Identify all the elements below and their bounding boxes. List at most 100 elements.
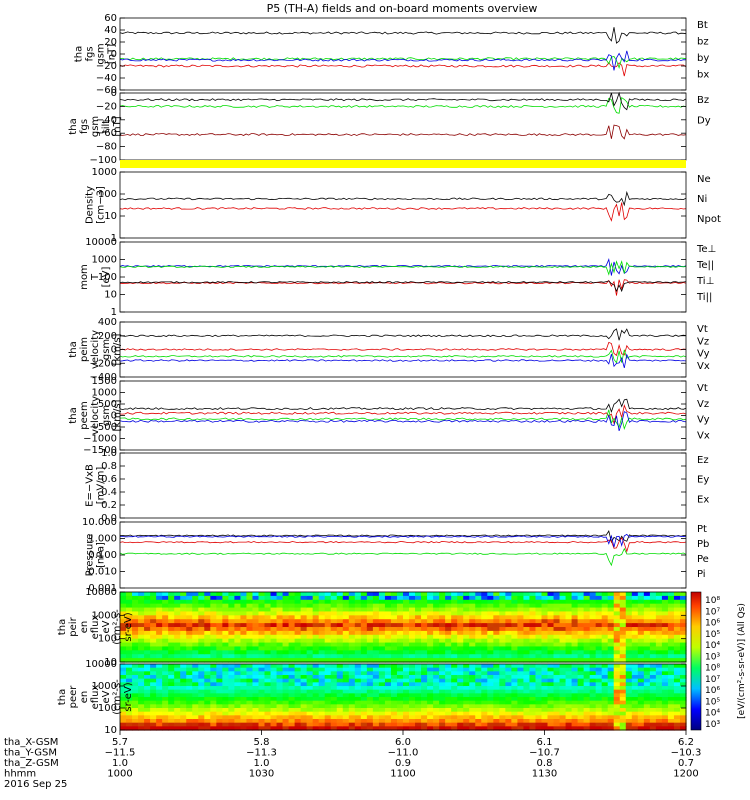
- heatmap-cell: [126, 671, 133, 676]
- heatmap-cell: [667, 634, 675, 640]
- heatmap-cell: [156, 697, 163, 702]
- heatmap-cell: [403, 697, 410, 702]
- heatmap-cell: [324, 726, 332, 731]
- heatmap-cell: [390, 611, 398, 616]
- heatmap-cell: [270, 715, 278, 720]
- panel-frame: [119, 521, 687, 589]
- heatmap-cell: [210, 654, 217, 659]
- heatmap-cell: [577, 646, 585, 651]
- heatmap-cell: [451, 623, 458, 628]
- heatmap-cell: [535, 722, 543, 727]
- y-tick-label: 1000: [92, 167, 117, 178]
- heatmap-cell: [589, 642, 597, 648]
- heatmap-cell: [667, 697, 675, 702]
- heatmap-cell: [336, 704, 344, 709]
- heatmap-cell: [150, 693, 157, 698]
- heatmap-cell: [252, 715, 260, 720]
- heatmap-cell: [264, 664, 272, 669]
- heatmap-cell: [469, 671, 476, 676]
- heatmap-cell: [240, 611, 248, 616]
- heatmap-cell: [475, 667, 482, 672]
- heatmap-cell: [252, 638, 260, 644]
- heatmap-cell: [637, 686, 645, 691]
- heatmap-cell: [132, 619, 139, 624]
- heatmap-cell: [565, 664, 573, 669]
- heatmap-cell: [403, 675, 410, 680]
- y-tick-label: −20: [96, 61, 117, 72]
- heatmap-cell: [144, 708, 151, 713]
- heatmap-cell: [643, 592, 651, 597]
- heatmap-cell: [625, 722, 633, 727]
- heatmap-cell: [415, 630, 422, 636]
- heatmap-cell: [541, 715, 549, 720]
- heatmap-cell: [451, 711, 458, 716]
- heatmap-cell: [403, 638, 410, 644]
- heatmap-cell: [475, 592, 482, 597]
- heatmap-cell: [559, 722, 567, 727]
- heatmap-cell: [403, 686, 410, 691]
- legend-vy: Vy: [697, 415, 710, 426]
- heatmap-cell: [487, 704, 494, 709]
- heatmap-cell: [679, 715, 687, 720]
- heatmap-cell: [559, 697, 567, 702]
- heatmap-cell: [601, 646, 609, 651]
- heatmap-cell: [667, 646, 675, 651]
- heatmap-cell: [511, 693, 518, 698]
- heatmap-cell: [396, 664, 404, 669]
- heatmap-cell: [445, 726, 452, 731]
- y-tick-label: −60: [96, 128, 117, 139]
- legend-bz: bz: [697, 37, 709, 48]
- heatmap-cell: [162, 607, 169, 613]
- heatmap-cell: [505, 697, 512, 702]
- heatmap-cell: [294, 615, 302, 620]
- heatmap-cell: [198, 708, 205, 713]
- heatmap-cell: [150, 671, 157, 676]
- y-tick-label: 10: [104, 725, 117, 736]
- heatmap-cell: [523, 646, 531, 651]
- heatmap-cell: [126, 623, 133, 628]
- series-line-pb: [119, 537, 687, 553]
- heatmap-cell: [433, 675, 440, 680]
- heatmap-cell: [294, 689, 302, 694]
- heatmap-cell: [403, 599, 410, 605]
- heatmap-cell: [288, 607, 296, 613]
- heatmap-cell: [631, 671, 639, 676]
- heatmap-cell: [571, 715, 579, 720]
- heatmap-cell: [378, 592, 386, 597]
- heatmap-cell: [583, 671, 591, 676]
- heatmap-cell: [120, 693, 127, 698]
- heatmap-cell: [457, 650, 464, 655]
- heatmap-cell: [342, 667, 350, 672]
- heatmap-cell: [324, 704, 332, 709]
- heatmap-cell: [174, 719, 181, 724]
- heatmap-cell: [667, 682, 675, 687]
- heatmap-cell: [342, 646, 350, 651]
- heatmap-cell: [475, 708, 482, 713]
- heatmap-cell: [607, 607, 615, 613]
- heatmap-cell: [619, 634, 627, 640]
- heatmap-cell: [306, 704, 314, 709]
- heatmap-cell: [679, 627, 687, 632]
- heatmap-cell: [180, 693, 187, 698]
- heatmap-cell: [535, 611, 543, 616]
- heatmap-cell: [318, 592, 326, 597]
- heatmap-cell: [246, 623, 254, 628]
- heatmap-cell: [204, 722, 211, 727]
- colorbar: [690, 591, 702, 731]
- heatmap-cell: [354, 595, 362, 601]
- heatmap-cell: [264, 697, 272, 702]
- heatmap-cell: [631, 704, 639, 709]
- heatmap-cell: [264, 667, 272, 672]
- heatmap-cell: [216, 627, 223, 632]
- heatmap-cell: [258, 719, 266, 724]
- heatmap-cell: [511, 722, 518, 727]
- heatmap-cell: [360, 686, 368, 691]
- heatmap-cell: [348, 667, 356, 672]
- y-axis-label-line: [eV]: [101, 267, 112, 288]
- heatmap-cell: [631, 646, 639, 651]
- heatmap-cell: [571, 627, 579, 632]
- series-line-te-: [119, 279, 687, 296]
- heatmap-cell: [487, 678, 494, 683]
- heatmap-cell: [661, 693, 669, 698]
- heatmap-cell: [415, 623, 422, 628]
